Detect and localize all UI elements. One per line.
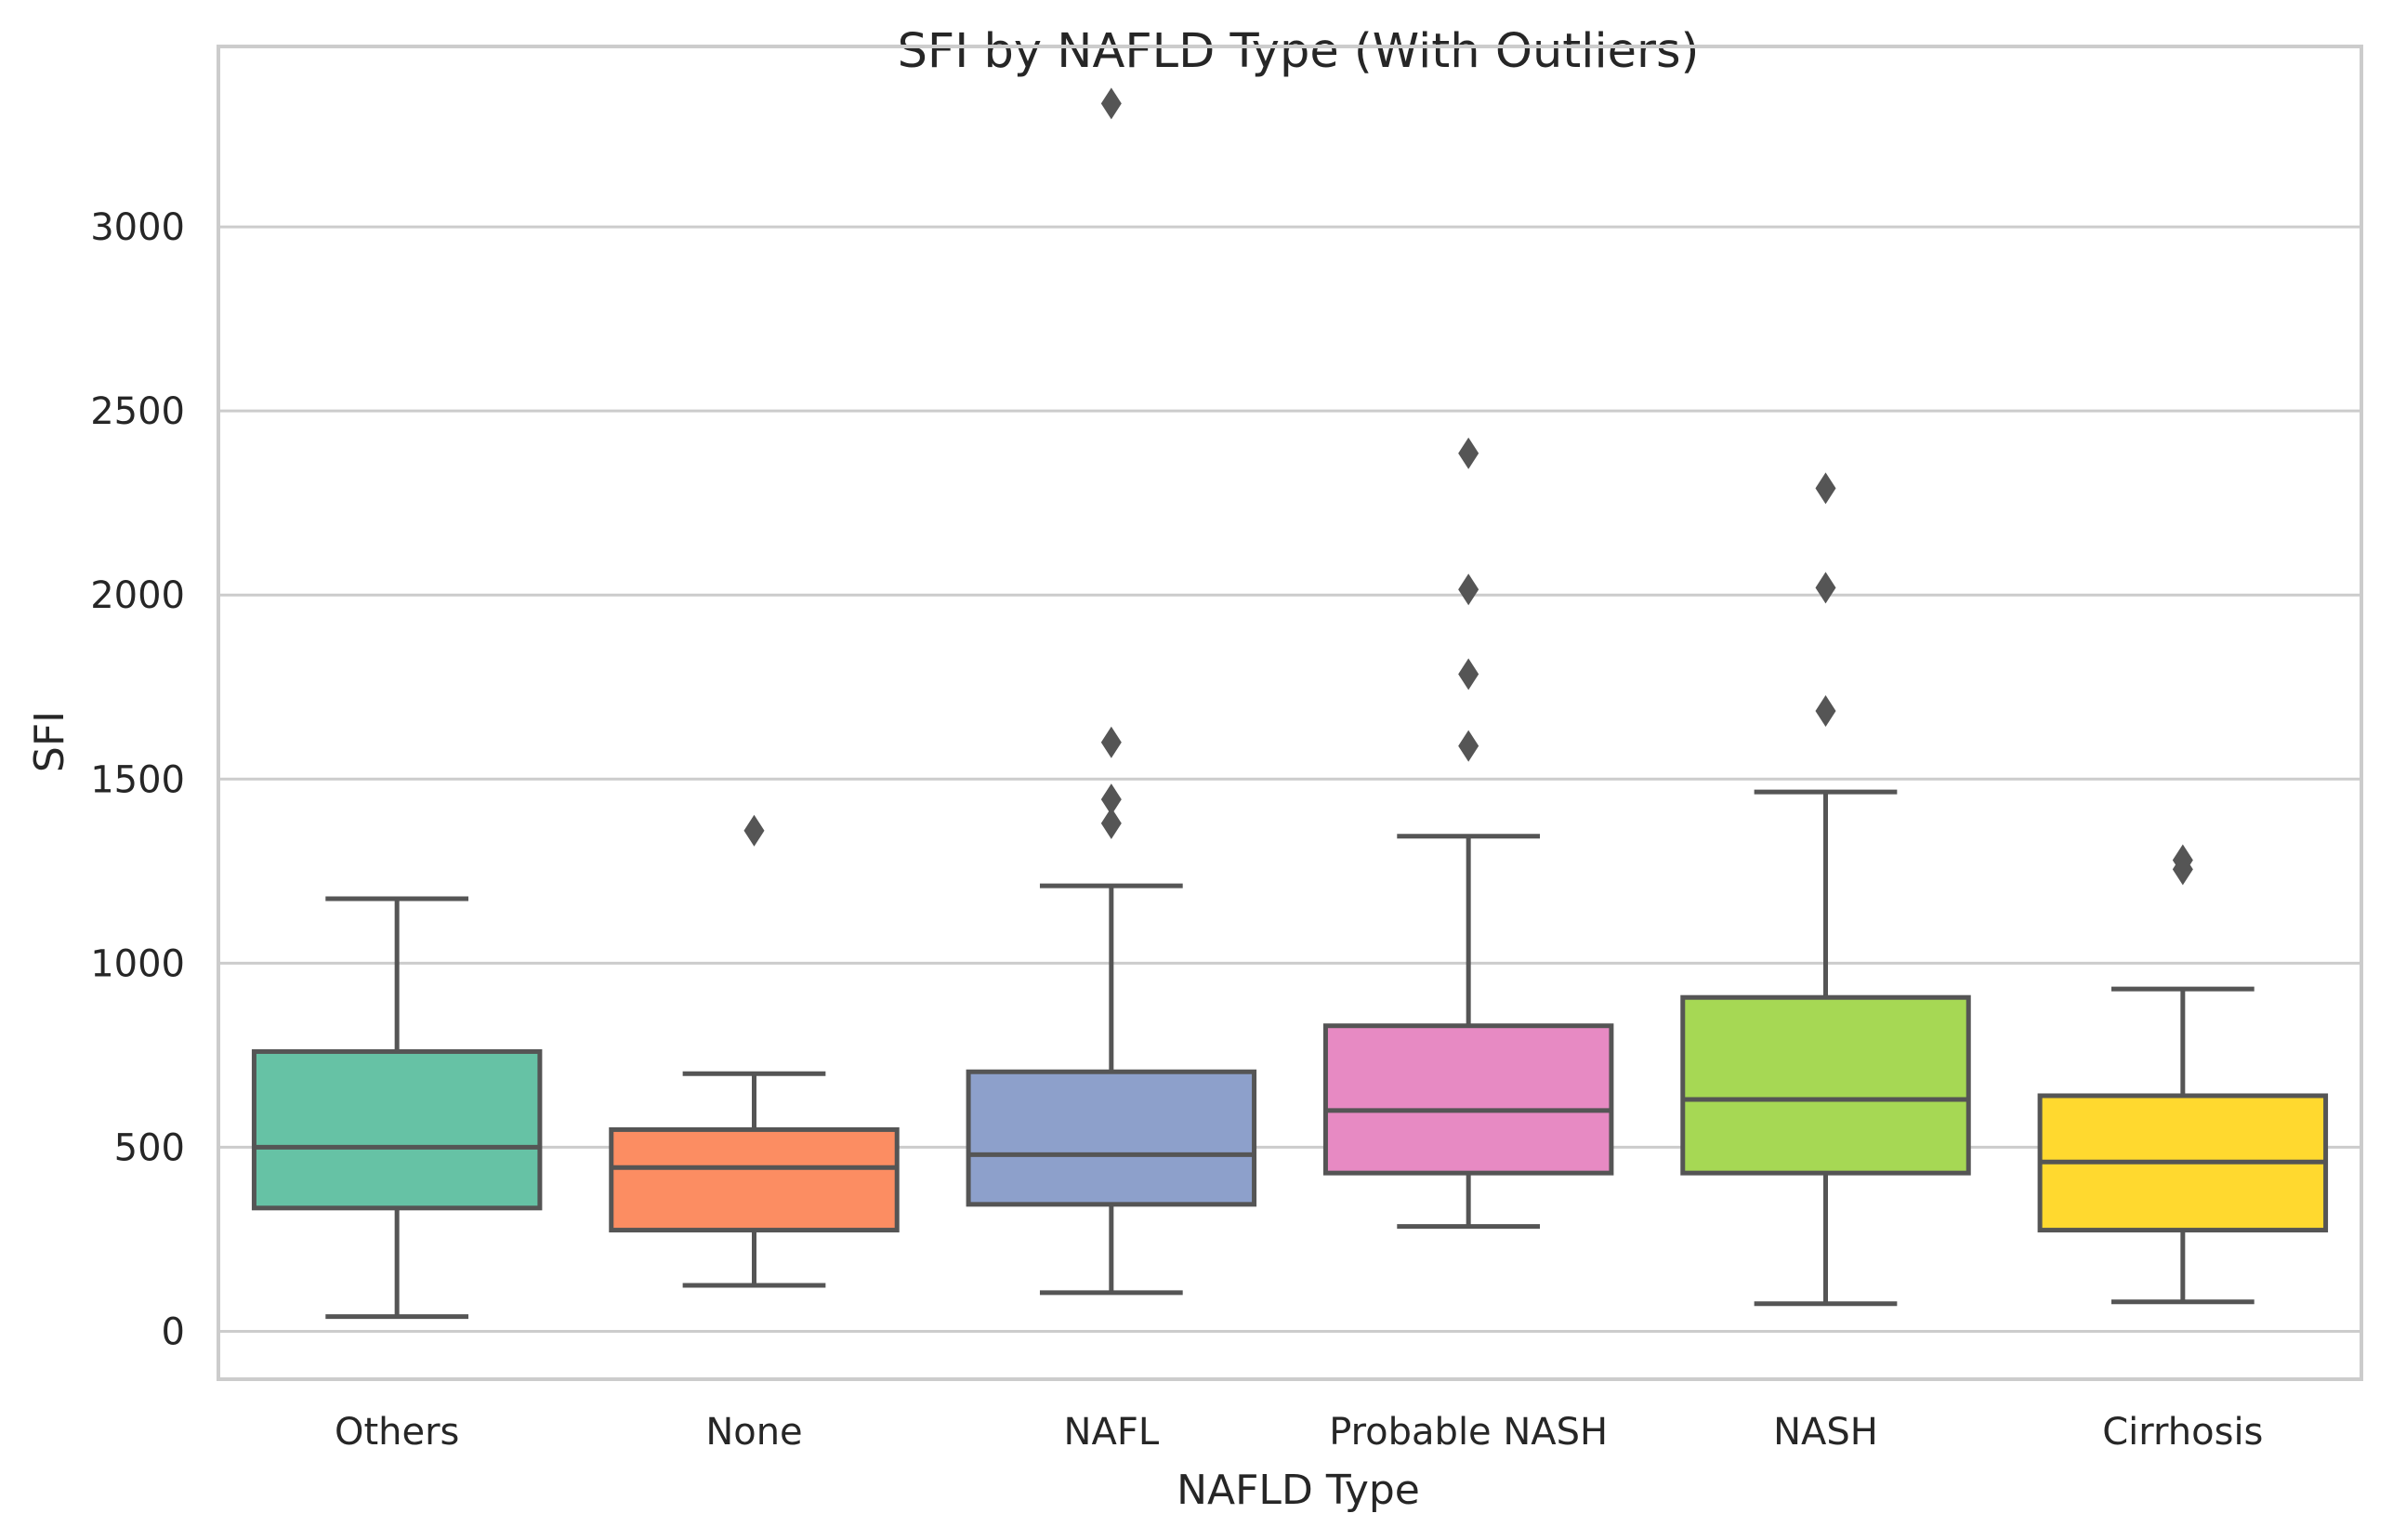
- y-tick-label: 1500: [90, 758, 185, 801]
- x-tick-label: NAFL: [1064, 1411, 1160, 1454]
- chart-title: SFI by NAFLD Type (With Outliers): [898, 24, 1700, 79]
- x-axis-label: NAFLD Type: [1177, 1467, 1420, 1514]
- outlier-point: [1458, 730, 1479, 762]
- y-tick-label: 3000: [90, 206, 185, 249]
- x-tick-label: NASH: [1773, 1411, 1878, 1454]
- outlier-point: [1100, 87, 1122, 120]
- outlier-point: [1458, 573, 1479, 606]
- outlier-point: [1815, 472, 1836, 505]
- y-tick-label: 1000: [90, 942, 185, 985]
- y-tick-label: 0: [162, 1311, 185, 1354]
- outlier-point: [1815, 572, 1836, 604]
- plot-frame: [217, 45, 2363, 1381]
- iqr-box: [609, 1126, 900, 1233]
- iqr-box: [966, 1069, 1257, 1207]
- outlier-point: [1458, 437, 1479, 469]
- outlier-point: [1815, 695, 1836, 728]
- box-nafl: [966, 87, 1257, 1296]
- y-tick-label: 2000: [90, 574, 185, 617]
- iqr-box: [1322, 1023, 1614, 1176]
- x-tick-label: Probable NASH: [1329, 1411, 1608, 1454]
- box-others: [251, 896, 543, 1320]
- y-axis-label: SFI: [26, 711, 73, 772]
- x-tick-labels: Others None NAFL Probable NASH NASH Cirrhosis: [335, 1411, 2263, 1454]
- x-tick-label: Others: [335, 1411, 459, 1454]
- gridlines: [218, 225, 2361, 1334]
- outlier-point: [1100, 726, 1122, 758]
- y-tick-label: 500: [114, 1126, 185, 1169]
- outlier-point: [743, 814, 765, 847]
- outlier-point: [2172, 844, 2193, 876]
- box-cirrhosis: [2037, 844, 2329, 1305]
- y-tick-labels: 0 500 1000 1500 2000 2500 3000: [90, 206, 185, 1353]
- outlier-point: [1100, 807, 1122, 839]
- outlier-point: [1100, 783, 1122, 816]
- iqr-box: [251, 1048, 543, 1211]
- x-tick-label: Cirrhosis: [2102, 1411, 2263, 1454]
- iqr-box: [1680, 994, 1971, 1176]
- outlier-point: [1458, 658, 1479, 691]
- boxes: [251, 87, 2329, 1320]
- box-probable-nash: [1322, 437, 1614, 1230]
- y-tick-label: 2500: [90, 390, 185, 433]
- x-tick-label: None: [705, 1411, 802, 1454]
- box-nash: [1680, 472, 1971, 1307]
- box-none: [609, 814, 900, 1288]
